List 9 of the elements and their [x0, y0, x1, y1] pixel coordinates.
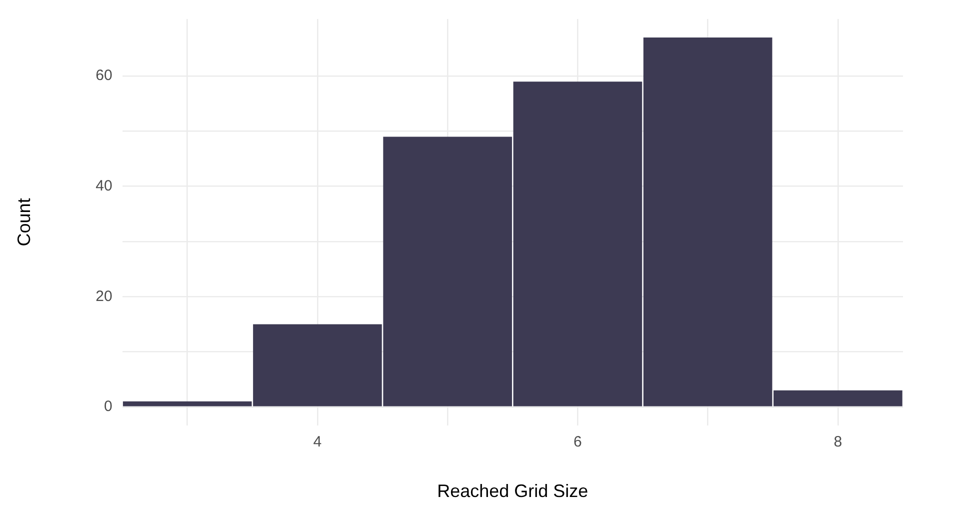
x-tick-label: 6 [574, 434, 582, 451]
y-tick-label: 0 [104, 398, 112, 416]
y-tick-label: 40 [96, 178, 112, 194]
x-axis-title: Reached Grid Size [437, 481, 588, 502]
x-tick-label: 8 [834, 434, 842, 451]
y-tick-label: 20 [96, 288, 112, 305]
x-tick-label: 4 [313, 434, 322, 451]
y-axis-title: Count [14, 198, 34, 246]
y-tick-label: 60 [96, 67, 112, 84]
